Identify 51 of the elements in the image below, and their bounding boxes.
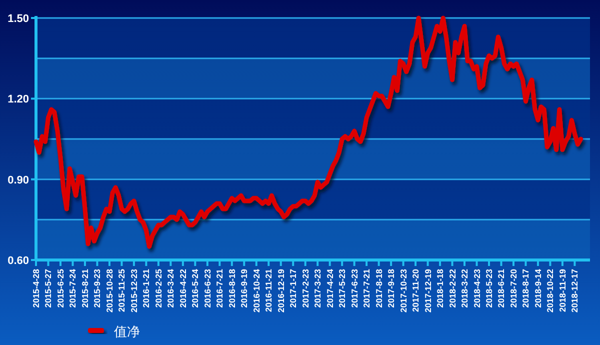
x-tick-label: 2018-3-22 <box>460 268 470 308</box>
x-tick-label: 2015-4-28 <box>31 268 41 308</box>
x-tick-label: 2017-7-21 <box>362 268 372 308</box>
x-tick-label: 2017-4-24 <box>324 268 335 308</box>
x-tick-label: 2015-7-24 <box>68 268 78 308</box>
x-tick-label: 2017-1-17 <box>288 268 298 308</box>
x-tick-label: 2017-9-18 <box>386 268 396 308</box>
x-tick-label: 2018-2-22 <box>447 268 458 308</box>
x-tick-label: 2018-1-18 <box>435 268 446 308</box>
x-tick-label: 2016-12-19 <box>276 268 286 312</box>
x-tick-label: 2015-10-28 <box>104 268 114 312</box>
x-tick-label: 2017-8-18 <box>374 268 384 308</box>
x-tick-label: 2016-7-21 <box>214 268 225 308</box>
x-tick-label: 2018-11-19 <box>557 268 568 312</box>
x-tick-label: 2015-6-25 <box>55 268 66 308</box>
line-series <box>34 16 584 249</box>
x-tick-label: 2018-6-21 <box>496 268 506 308</box>
y-tick-label: 0.60 <box>8 255 29 267</box>
x-tick-label: 2018-12-17 <box>570 268 580 312</box>
x-tick-label: 2016-6-23 <box>202 268 212 308</box>
x-tick-label: 2016-9-19 <box>239 268 250 308</box>
x-tick-label: 2017-12-19 <box>422 268 433 312</box>
y-tick-label: 1.50 <box>8 13 29 25</box>
x-tick-label: 2016-2-25 <box>153 268 164 308</box>
x-tick-label: 2015-5-27 <box>43 268 54 308</box>
x-tick-label: 2018-4-23 <box>472 268 482 308</box>
x-tick-label: 2018-8-17 <box>520 268 531 308</box>
x-tick-label: 2016-11-21 <box>264 268 274 312</box>
x-tick-label: 2018-7-20 <box>508 268 518 308</box>
x-tick-label: 2015-8-21 <box>80 268 90 308</box>
x-tick-label: 2015-11-25 <box>116 268 127 312</box>
x-tick-label: 2016-3-24 <box>166 268 176 308</box>
x-tick-label: 2016-8-18 <box>226 268 237 308</box>
x-tick-label: 2017-10-23 <box>398 268 408 312</box>
x-tick-label: 2016-1-21 <box>141 268 152 308</box>
legend-label: 值净 <box>114 324 140 339</box>
x-tick-label: 2015-9-23 <box>92 268 102 308</box>
x-tick-label: 2017-2-23 <box>300 268 310 308</box>
y-tick-label: 1.20 <box>8 94 29 106</box>
x-tick-label: 2016-5-24 <box>190 268 200 308</box>
x-tick-label: 2016-10-24 <box>251 268 262 312</box>
x-tick-label: 2017-5-23 <box>337 268 348 308</box>
x-tick-label: 2018-5-23 <box>484 268 494 308</box>
y-tick-label: 0.90 <box>8 174 29 186</box>
x-tick-label: 2015-12-23 <box>128 268 139 312</box>
x-tick-label: 2017-3-23 <box>312 268 323 308</box>
x-tick-label: 2017-6-23 <box>349 268 360 308</box>
x-tick-label: 2018-9-14 <box>532 268 543 308</box>
x-tick-label: 2018-10-22 <box>545 268 556 312</box>
x-tick-label: 2016-4-22 <box>178 268 188 308</box>
x-tick-label: 2017-11-20 <box>410 268 421 312</box>
